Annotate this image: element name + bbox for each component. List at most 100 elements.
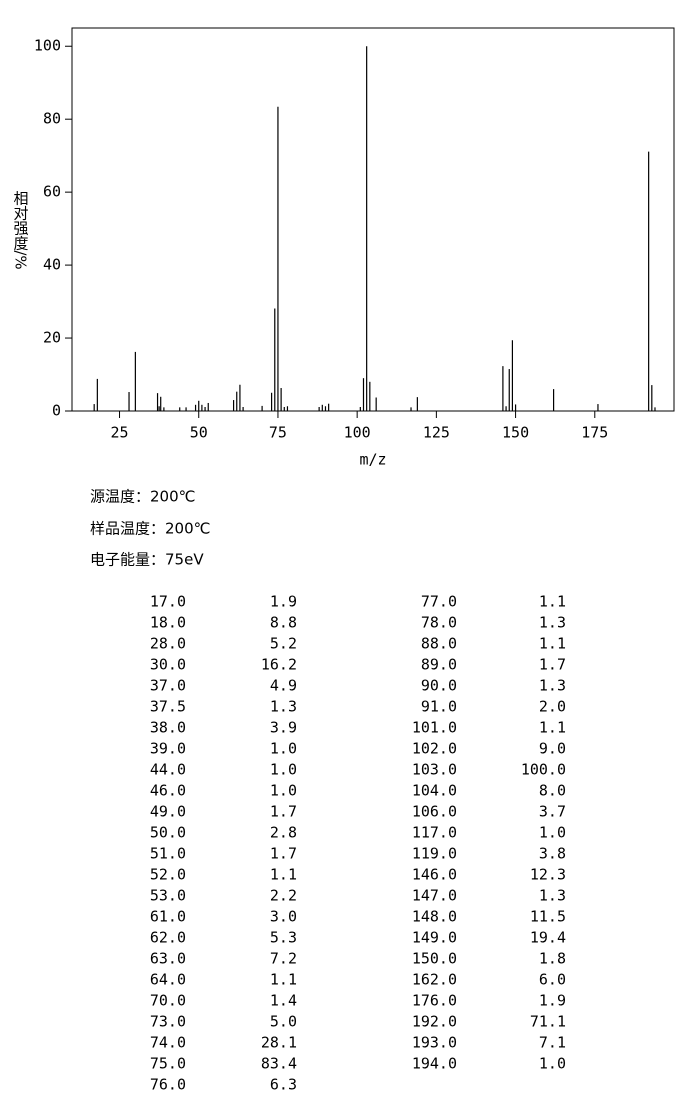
table-mz: 149.0 — [412, 929, 457, 947]
x-tick-label: 100 — [344, 424, 371, 442]
table-intensity: 1.1 — [539, 635, 566, 653]
table-mz: 49.0 — [150, 803, 186, 821]
table-mz: 44.0 — [150, 761, 186, 779]
y-tick-label: 20 — [43, 329, 61, 347]
table-intensity: 5.3 — [270, 929, 297, 947]
condition: 源温度：200℃ — [90, 488, 195, 506]
table-mz: 193.0 — [412, 1034, 457, 1052]
table-mz: 37.5 — [150, 698, 186, 716]
table-mz: 176.0 — [412, 992, 457, 1010]
table-intensity: 1.8 — [539, 950, 566, 968]
table-mz: 61.0 — [150, 908, 186, 926]
table-intensity: 6.0 — [539, 971, 566, 989]
table-mz: 147.0 — [412, 887, 457, 905]
table-mz: 89.0 — [421, 656, 457, 674]
table-intensity: 2.2 — [270, 887, 297, 905]
table-mz: 38.0 — [150, 719, 186, 737]
table-mz: 90.0 — [421, 677, 457, 695]
condition: 电子能量：75eV — [90, 551, 204, 569]
condition: 样品温度：200℃ — [90, 520, 210, 538]
table-mz: 77.0 — [421, 593, 457, 611]
x-tick-label: 50 — [190, 424, 208, 442]
table-intensity: 1.3 — [539, 887, 566, 905]
table-mz: 91.0 — [421, 698, 457, 716]
table-intensity: 1.0 — [270, 782, 297, 800]
y-tick-label: 100 — [34, 37, 61, 55]
table-mz: 52.0 — [150, 866, 186, 884]
table-mz: 192.0 — [412, 1013, 457, 1031]
table-intensity: 1.1 — [270, 971, 297, 989]
x-tick-label: 75 — [269, 424, 287, 442]
plot-frame — [71, 27, 675, 412]
table-intensity: 1.1 — [539, 593, 566, 611]
table-intensity: 3.7 — [539, 803, 566, 821]
x-tick-label: 25 — [110, 424, 128, 442]
table-mz: 39.0 — [150, 740, 186, 758]
table-mz: 103.0 — [412, 761, 457, 779]
table-intensity: 1.0 — [270, 761, 297, 779]
table-mz: 46.0 — [150, 782, 186, 800]
table-intensity: 1.1 — [539, 719, 566, 737]
table-intensity: 1.4 — [270, 992, 297, 1010]
table-mz: 101.0 — [412, 719, 457, 737]
table-mz: 117.0 — [412, 824, 457, 842]
table-intensity: 1.0 — [539, 824, 566, 842]
table-mz: 119.0 — [412, 845, 457, 863]
table-mz: 17.0 — [150, 593, 186, 611]
table-mz: 76.0 — [150, 1076, 186, 1094]
table-intensity: 1.7 — [270, 803, 297, 821]
table-mz: 30.0 — [150, 656, 186, 674]
y-tick-label: 60 — [43, 183, 61, 201]
table-intensity: 1.0 — [270, 740, 297, 758]
table-intensity: 83.4 — [261, 1055, 297, 1073]
table-mz: 104.0 — [412, 782, 457, 800]
table-intensity: 4.9 — [270, 677, 297, 695]
table-intensity: 5.0 — [270, 1013, 297, 1031]
table-mz: 194.0 — [412, 1055, 457, 1073]
table-mz: 73.0 — [150, 1013, 186, 1031]
table-intensity: 1.3 — [270, 698, 297, 716]
table-mz: 75.0 — [150, 1055, 186, 1073]
table-intensity: 1.7 — [539, 656, 566, 674]
y-tick-label: 40 — [43, 256, 61, 274]
table-mz: 37.0 — [150, 677, 186, 695]
table-mz: 28.0 — [150, 635, 186, 653]
x-tick-label: 125 — [423, 424, 450, 442]
table-mz: 146.0 — [412, 866, 457, 884]
table-mz: 18.0 — [150, 614, 186, 632]
x-tick-label: 175 — [581, 424, 608, 442]
table-intensity: 11.5 — [530, 908, 566, 926]
table-mz: 106.0 — [412, 803, 457, 821]
table-intensity: 3.9 — [270, 719, 297, 737]
table-mz: 102.0 — [412, 740, 457, 758]
table-intensity: 28.1 — [261, 1034, 297, 1052]
y-tick-label: 80 — [43, 110, 61, 128]
table-mz: 63.0 — [150, 950, 186, 968]
table-mz: 53.0 — [150, 887, 186, 905]
table-intensity: 1.9 — [539, 992, 566, 1010]
x-axis-label: m/z — [359, 451, 386, 469]
table-intensity: 8.0 — [539, 782, 566, 800]
table-mz: 50.0 — [150, 824, 186, 842]
table-intensity: 1.0 — [539, 1055, 566, 1073]
table-mz: 51.0 — [150, 845, 186, 863]
table-intensity: 1.7 — [270, 845, 297, 863]
y-axis-label: 相对强度/% — [12, 190, 30, 269]
table-mz: 62.0 — [150, 929, 186, 947]
table-mz: 64.0 — [150, 971, 186, 989]
x-tick-label: 150 — [502, 424, 529, 442]
table-intensity: 1.1 — [270, 866, 297, 884]
y-tick-label: 0 — [52, 402, 61, 420]
table-intensity: 3.0 — [270, 908, 297, 926]
table-intensity: 1.3 — [539, 677, 566, 695]
table-intensity: 1.3 — [539, 614, 566, 632]
table-intensity: 19.4 — [530, 929, 566, 947]
table-mz: 148.0 — [412, 908, 457, 926]
table-intensity: 71.1 — [530, 1013, 566, 1031]
table-intensity: 7.2 — [270, 950, 297, 968]
table-intensity: 1.9 — [270, 593, 297, 611]
table-intensity: 9.0 — [539, 740, 566, 758]
table-intensity: 2.8 — [270, 824, 297, 842]
